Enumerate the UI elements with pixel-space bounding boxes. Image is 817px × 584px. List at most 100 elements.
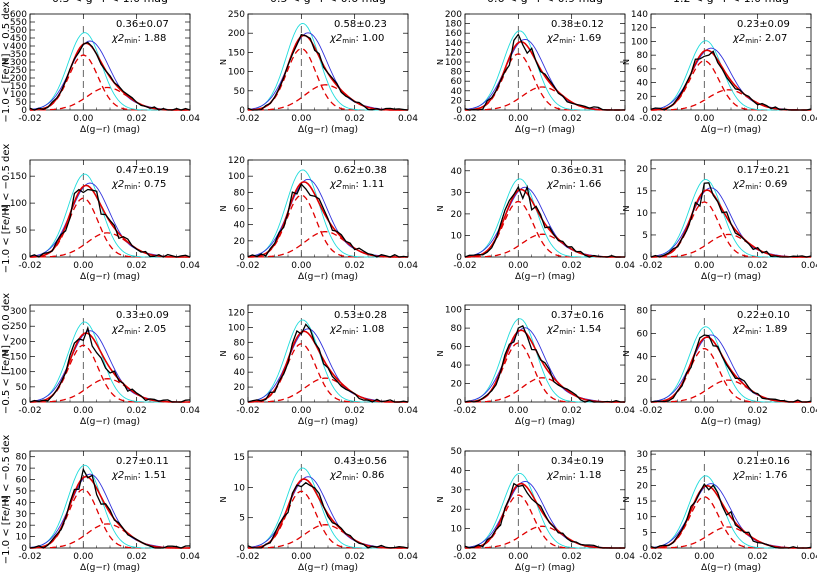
chi2-subscript: min <box>342 37 355 45</box>
x-axis-label: Δ(g−r) (mag) <box>298 417 358 427</box>
observed-histogram <box>650 182 812 258</box>
y-tick-label: 60 <box>637 65 649 75</box>
x-tick-label: 0.02 <box>562 261 582 271</box>
x-tick-label: 0.00 <box>73 261 93 271</box>
observed-histogram <box>29 188 191 258</box>
chi2-annotation: χ2min: 0.75 <box>111 179 166 191</box>
row-label: −1.0 < [Fe/H] < 0.5 dex <box>1 1 12 122</box>
y-tick-label: 50 <box>16 487 28 497</box>
y-tick-label: 100 <box>631 37 648 47</box>
x-axis-label: Δ(g−r) (mag) <box>701 125 761 135</box>
chi2-symbol: χ2 <box>546 470 559 481</box>
x-tick-label: 0.00 <box>508 114 528 124</box>
panel: -0.02 0.00 0.02 0.04 02040608010012014016018… <box>436 10 635 135</box>
column-label: 0.3 < g−r < 1.0 mag <box>52 0 168 5</box>
y-tick-label: 100 <box>228 323 245 333</box>
panel: -0.02 0.00 0.02 0.04 0 5 10 15 20 25 30 N Δ(g−r) (ma… <box>622 450 817 573</box>
chi2-value: 1.88 <box>144 33 166 44</box>
y-tick-label: 100 <box>228 68 245 78</box>
x-tick-label: 0.00 <box>508 261 528 271</box>
x-tick-label: 0.00 <box>694 114 714 124</box>
observed-histogram <box>247 323 409 403</box>
y-axis-label: N <box>1 496 10 502</box>
y-tick-label: 10 <box>637 209 649 219</box>
x-axis-label: Δ(g−r) (mag) <box>80 417 140 427</box>
chi2-value: 1.76 <box>765 470 787 481</box>
y-tick-label: 5 <box>642 231 648 241</box>
chi2-value: 1.66 <box>579 179 601 190</box>
y-tick-label: 80 <box>234 188 246 198</box>
x-tick-label: -0.02 <box>639 552 662 562</box>
chi2-annotation: χ2min: 0.69 <box>732 179 787 191</box>
y-tick-label: 120 <box>228 308 245 318</box>
chi2-symbol: χ2 <box>546 33 559 44</box>
alt-model-blue <box>247 476 408 549</box>
x-tick-label: 0.04 <box>615 261 635 271</box>
chi2-colon: : <box>137 470 144 481</box>
y-tick-label: 140 <box>445 39 462 49</box>
chi2-value: 0.86 <box>362 470 384 481</box>
panel: -0.02 0.00 0.02 0.04 0 10 20 30 40 50 N Δ(g−r) (mag… <box>436 447 635 573</box>
chi2-annotation: χ2min: 1.11 <box>329 179 384 191</box>
y-tick-label: 80 <box>637 307 649 317</box>
x-tick-label: 0.02 <box>127 261 147 271</box>
y-axis-label: N <box>1 205 10 211</box>
chi2-annotation: χ2min: 1.76 <box>732 470 787 482</box>
y-tick-label: 350 <box>10 50 27 60</box>
y-tick-label: 20 <box>451 210 463 220</box>
y-tick-label: 120 <box>445 48 462 58</box>
y-tick-label: 0 <box>21 253 27 263</box>
chi2-annotation: χ2min: 2.07 <box>732 33 787 45</box>
y-axis-label: N <box>436 496 445 502</box>
y-tick-label: 10 <box>234 483 246 493</box>
x-tick-label: 0.02 <box>127 114 147 124</box>
x-tick-label: 0.00 <box>73 552 93 562</box>
chi2-value: 1.89 <box>765 324 787 335</box>
y-tick-label: 80 <box>16 453 28 463</box>
y-tick-label: 15 <box>637 187 648 197</box>
y-axis-label: N <box>1 59 10 65</box>
chi2-value: 0.75 <box>144 179 166 190</box>
chi2-subscript: min <box>745 328 758 336</box>
x-tick-label: -0.02 <box>18 406 41 416</box>
y-tick-label: 40 <box>234 368 246 378</box>
chi2-subscript: min <box>559 183 572 191</box>
y-tick-label: 60 <box>234 353 246 363</box>
x-tick-label: 0.00 <box>694 552 714 562</box>
chi2-symbol: χ2 <box>111 324 124 335</box>
y-axis-label: N <box>219 350 228 356</box>
y-tick-label: 20 <box>637 92 649 102</box>
chi2-value: 0.69 <box>765 179 787 190</box>
observed-histogram <box>247 481 409 549</box>
x-tick-label: 0.00 <box>694 406 714 416</box>
y-tick-label: 250 <box>228 10 245 20</box>
panel: -0.02 0.00 0.02 0.04 0 5 10 15 N Δ(g−r) (mag) 0.43… <box>219 450 418 573</box>
y-tick-label: 50 <box>16 383 28 393</box>
y-tick-label: 50 <box>16 98 28 108</box>
y-tick-label: 120 <box>631 24 648 34</box>
y-tick-label: 50 <box>451 447 463 457</box>
observed-histogram <box>247 183 409 258</box>
chi2-symbol: χ2 <box>546 324 559 335</box>
x-axis-label: Δ(g−r) (mag) <box>298 125 358 135</box>
fraction-annotation: 0.37±0.16 <box>551 310 604 321</box>
panel: -0.02 0.00 0.02 0.04 0 20 40 60 80 100 120 140 N Δ(g−… <box>622 10 817 135</box>
y-tick-label: 0 <box>642 544 648 554</box>
chi2-subscript: min <box>745 37 758 45</box>
y-tick-label: 40 <box>451 87 463 97</box>
x-tick-label: -0.02 <box>639 261 662 271</box>
y-tick-label: 100 <box>10 199 27 209</box>
x-tick-label: 0.00 <box>508 406 528 416</box>
x-tick-label: -0.02 <box>18 114 41 124</box>
x-tick-label: -0.02 <box>453 261 476 271</box>
y-tick-label: 60 <box>451 343 463 353</box>
y-tick-label: 0 <box>239 398 245 408</box>
chi2-colon: : <box>572 470 579 481</box>
panel: -0.02 0.00 0.02 0.04 0 20 40 60 80 100 120 N Δ(g−r) … <box>219 304 418 427</box>
y-tick-label: 550 <box>10 18 27 28</box>
x-tick-label: 0.00 <box>73 114 93 124</box>
chi2-colon: : <box>758 33 765 44</box>
fraction-annotation: 0.53±0.28 <box>334 310 387 321</box>
x-tick-label: 0.02 <box>127 552 147 562</box>
x-tick-label: 0.02 <box>748 114 768 124</box>
